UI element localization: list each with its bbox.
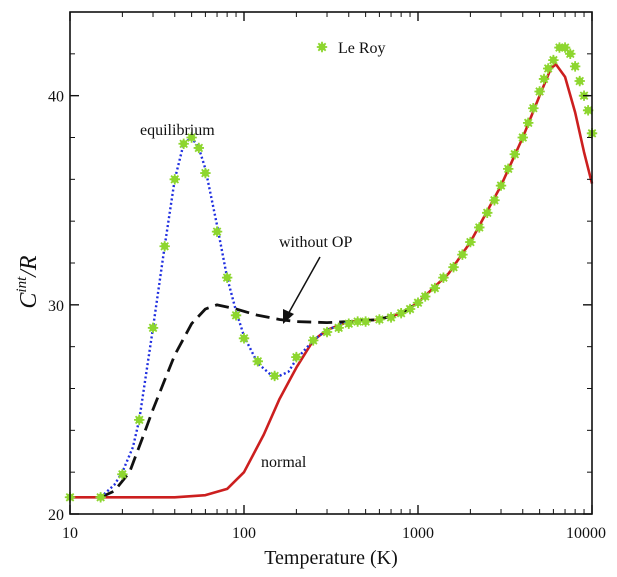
x-tick-label: 1000 — [402, 525, 434, 542]
data-point-le_roy-rays — [489, 195, 500, 206]
data-point-le_roy-rays — [147, 322, 159, 334]
legend: Le Roy — [316, 40, 386, 57]
data-point-le_roy-rays — [429, 282, 441, 294]
legend-marker-le-roy-rays — [316, 41, 328, 53]
y-tick-label: 40 — [48, 89, 64, 106]
y-axis-title-rest: /R — [16, 255, 42, 279]
y-tick-label: 20 — [48, 507, 64, 524]
x-tick-label: 10000 — [566, 525, 606, 542]
y-axis-title: Cint/R — [14, 255, 42, 309]
axes: 10 100 1000 10000 20 30 40 — [48, 11, 606, 542]
svg-text:Cint/R: Cint/R — [14, 255, 42, 309]
data-point-le_roy-rays — [412, 297, 424, 308]
data-point-le_roy-rays — [569, 61, 581, 72]
data-point-le_roy-rays — [221, 272, 233, 283]
data-point-le_roy-rays — [343, 318, 354, 329]
data-point-le_roy-rays — [565, 48, 576, 60]
data-point-le_roy-rays — [534, 86, 545, 97]
data-point-le_roy-rays — [178, 138, 189, 149]
data-point-le_roy-rays — [230, 310, 242, 321]
label-equilibrium: equilibrium — [140, 122, 215, 139]
data-point-le_roy-rays — [385, 312, 397, 323]
x-axis-title: Temperature (K) — [264, 547, 398, 569]
data-point-le_roy-rays — [523, 117, 534, 129]
plot-area — [64, 42, 598, 503]
label-without-op: without OP — [279, 234, 352, 251]
data-point-le_roy-rays — [159, 241, 170, 252]
data-point-le_roy-rays — [509, 149, 520, 160]
data-point-le_roy-rays — [193, 142, 205, 154]
data-point-le_roy-rays — [474, 222, 485, 233]
data-point-le_roy-rays — [117, 469, 128, 480]
data-point-le_roy-rays — [395, 308, 407, 319]
legend-label-le-roy: Le Roy — [338, 40, 386, 57]
without-op-arrow — [283, 256, 321, 324]
data-point-le_roy-rays — [333, 322, 344, 334]
data-point-le_roy-rays — [269, 370, 280, 382]
y-axis-title-main: C — [16, 292, 42, 309]
data-point-le_roy-rays — [528, 103, 539, 114]
data-point-le_roy-rays — [438, 272, 449, 283]
data-point-le_roy-rays — [517, 132, 528, 143]
data-point-le_roy-rays — [559, 42, 571, 53]
data-point-le_roy-rays — [574, 75, 585, 87]
data-point-le_roy-rays — [482, 207, 493, 218]
data-point-le_roy-rays — [542, 63, 554, 74]
x-tick-label: 10 — [62, 525, 78, 542]
data-point-le_roy-rays — [352, 316, 363, 327]
data-point-le_roy-rays — [200, 167, 211, 179]
data-point-le_roy-rays — [291, 351, 302, 363]
data-point-le_roy-rays — [448, 261, 459, 273]
data-point-le_roy-rays — [238, 333, 250, 344]
data-point-le_roy-rays — [374, 314, 385, 325]
data-point-le_roy-rays — [503, 163, 514, 175]
data-point-le_roy-rays — [169, 174, 180, 185]
data-point-le_roy-rays — [186, 132, 197, 143]
plot-frame — [69, 11, 593, 515]
data-point-le_roy-rays — [360, 316, 371, 327]
x-tick-label: 100 — [232, 525, 256, 542]
data-point-le_roy-rays — [495, 180, 507, 191]
data-point-le_roy-rays — [95, 492, 106, 503]
series-line-equilibrium — [99, 136, 350, 499]
label-normal: normal — [261, 454, 307, 471]
data-point-le_roy-rays — [582, 105, 594, 116]
data-point-le_roy-rays — [308, 335, 319, 346]
data-point-le_roy-rays — [538, 73, 550, 85]
data-point-le_roy-rays — [465, 236, 476, 248]
data-point-le_roy-rays — [554, 42, 565, 53]
data-point-le_roy-rays — [457, 249, 468, 260]
y-tick-label: 30 — [48, 298, 64, 315]
data-point-le_roy-rays — [548, 54, 559, 66]
data-point-le_roy-rays — [252, 356, 263, 367]
data-point-le_roy-rays — [211, 226, 223, 237]
annotations: equilibrium without OP normal Le Roy — [140, 40, 386, 471]
data-point-le_roy-rays — [420, 291, 431, 302]
data-point-le_roy-rays — [134, 414, 145, 426]
data-point-le_roy-rays — [404, 303, 416, 315]
data-point-le_roy-rays — [321, 326, 333, 338]
series-line-without_op — [100, 301, 419, 499]
y-axis-title-sup: int — [14, 276, 30, 293]
series-le_roy — [64, 42, 598, 503]
